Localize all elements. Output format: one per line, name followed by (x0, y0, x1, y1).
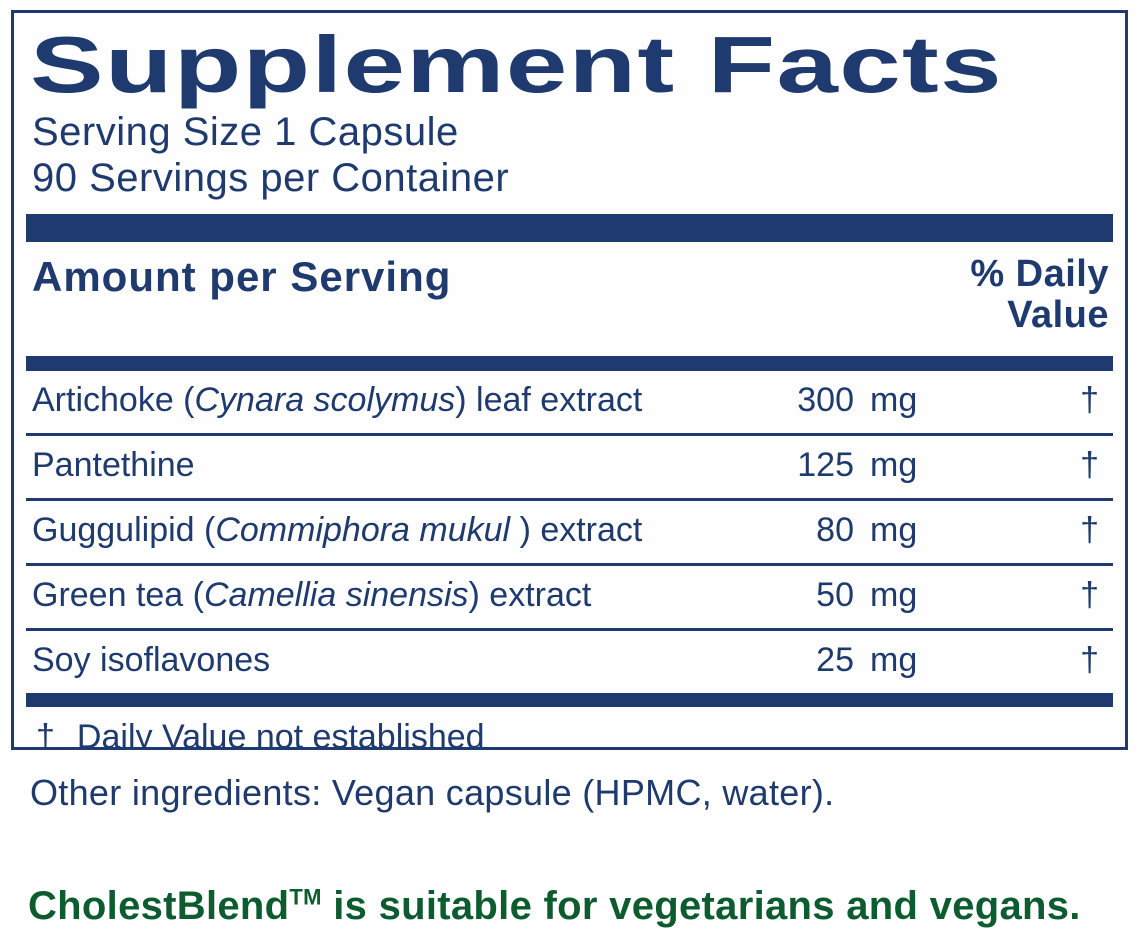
footnote: † Daily Value not established (26, 707, 1113, 750)
amount-unit: mg (870, 446, 918, 484)
ingredient-name-prefix: Pantethine (32, 446, 195, 484)
facts-box: Supplement Facts Serving Size 1 Capsule … (11, 10, 1128, 750)
amount-value: 300 (797, 381, 854, 419)
ingredient-name: Soy isoflavones (32, 641, 754, 680)
amount-value: 25 (816, 641, 854, 679)
column-header-row: Amount per Serving % Daily Value (26, 242, 1113, 356)
ingredient-name-suffix: ) extract (519, 511, 643, 549)
daily-value-mark: † (1080, 641, 1099, 679)
ingredient-latin-name: Cynara scolymus (194, 381, 456, 419)
daily-value-mark: † (1080, 576, 1099, 614)
ingredient-name-suffix: ) leaf extract (455, 381, 643, 419)
servings-per-container: 90 Servings per Container (32, 156, 510, 200)
ingredient-amount: 25 mg (754, 641, 934, 680)
ingredient-row-pantethine: Pantethine 125 mg † (26, 433, 1113, 498)
daily-value-header-line1: % Daily (970, 253, 1109, 295)
ingredient-latin-name: Camellia sinensis (203, 576, 469, 614)
amount-unit: mg (870, 576, 918, 614)
dagger-symbol: † (36, 718, 55, 750)
ingredient-name-prefix: Guggulipid ( (32, 511, 216, 549)
panel-title: Supplement Facts (30, 20, 1003, 109)
divider-thick-top (26, 214, 1113, 242)
ingredient-name-prefix: Green tea ( (32, 576, 204, 614)
daily-value-mark: † (1080, 511, 1099, 549)
amount-value: 80 (816, 511, 854, 549)
amount-unit: mg (870, 511, 918, 549)
amount-unit: mg (870, 641, 918, 679)
ingredient-amount: 80 mg (754, 511, 934, 550)
amount-per-serving-header: Amount per Serving (32, 253, 452, 300)
daily-value-mark: † (1080, 381, 1099, 419)
ingredient-name-prefix: Soy isoflavones (32, 641, 271, 679)
daily-value-mark: † (1080, 446, 1099, 484)
ingredient-name-suffix: ) extract (468, 576, 592, 614)
ingredient-amount: 50 mg (754, 576, 934, 615)
other-ingredients: Other ingredients: Vegan capsule (HPMC, … (30, 772, 835, 813)
vegan-claim: CholestBlendTM is suitable for vegetaria… (28, 884, 1081, 929)
ingredient-latin-name: Commiphora mukul (215, 511, 520, 549)
ingredient-name: Guggulipid (Commiphora mukul ) extract (32, 511, 754, 550)
ingredient-name: Artichoke (Cynara scolymus) leaf extract (32, 381, 754, 420)
daily-value-header-line2: Value (1007, 294, 1109, 336)
amount-value: 125 (797, 446, 854, 484)
claim-text: is suitable for vegetarians and vegans. (321, 884, 1081, 928)
ingredient-name: Green tea (Camellia sinensis) extract (32, 576, 754, 615)
divider-above-footnote (26, 693, 1113, 707)
ingredient-name: Pantethine (32, 446, 754, 485)
trademark-symbol: TM (289, 884, 322, 910)
ingredient-name-prefix: Artichoke ( (32, 381, 195, 419)
amount-value: 50 (816, 576, 854, 614)
serving-size: Serving Size 1 Capsule (32, 110, 459, 154)
divider-below-header (26, 356, 1113, 371)
ingredient-rows: Artichoke (Cynara scolymus) leaf extract… (26, 371, 1113, 693)
ingredient-row-soy-isoflavones: Soy isoflavones 25 mg † (26, 628, 1113, 693)
amount-unit: mg (870, 381, 918, 419)
brand-name: CholestBlend (28, 884, 290, 928)
ingredient-amount: 300 mg (754, 381, 934, 420)
ingredient-row-artichoke: Artichoke (Cynara scolymus) leaf extract… (26, 371, 1113, 433)
supplement-facts-panel: Supplement Facts Serving Size 1 Capsule … (11, 10, 1128, 750)
daily-value-header: % Daily Value (970, 254, 1109, 346)
footnote-text: Daily Value not established (76, 718, 485, 750)
ingredient-row-green-tea: Green tea (Camellia sinensis) extract 50… (26, 563, 1113, 628)
ingredient-row-guggulipid: Guggulipid (Commiphora mukul ) extract 8… (26, 498, 1113, 563)
ingredient-amount: 125 mg (754, 446, 934, 485)
